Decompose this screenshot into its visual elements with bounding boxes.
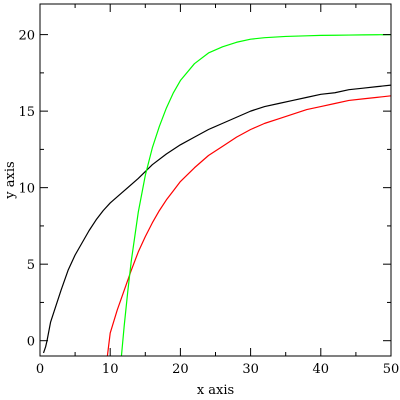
x-tick-label: 40	[313, 362, 330, 377]
y-tick-label: 20	[18, 29, 35, 44]
tick-layer	[39, 4, 392, 356]
x-tick-label: 0	[36, 362, 44, 377]
series-line-3	[120, 34, 391, 356]
series-line-1	[42, 84, 391, 354]
y-axis-label: y axis	[3, 161, 18, 199]
series-layer	[42, 34, 391, 356]
series-line-2	[106, 95, 391, 356]
y-tick-label: 10	[18, 182, 35, 197]
y-tick-label: 5	[27, 258, 35, 273]
tick-label-layer: 0 10 20 30 40 50 0 5 10 15 20	[18, 29, 399, 377]
y-tick-label: 0	[27, 335, 35, 350]
x-tick-label: 30	[242, 362, 259, 377]
x-axis-label: x axis	[197, 383, 234, 398]
y-tick-label: 15	[18, 105, 35, 120]
x-tick-label: 10	[102, 362, 119, 377]
x-tick-label: 20	[172, 362, 189, 377]
x-tick-label: 50	[383, 362, 400, 377]
